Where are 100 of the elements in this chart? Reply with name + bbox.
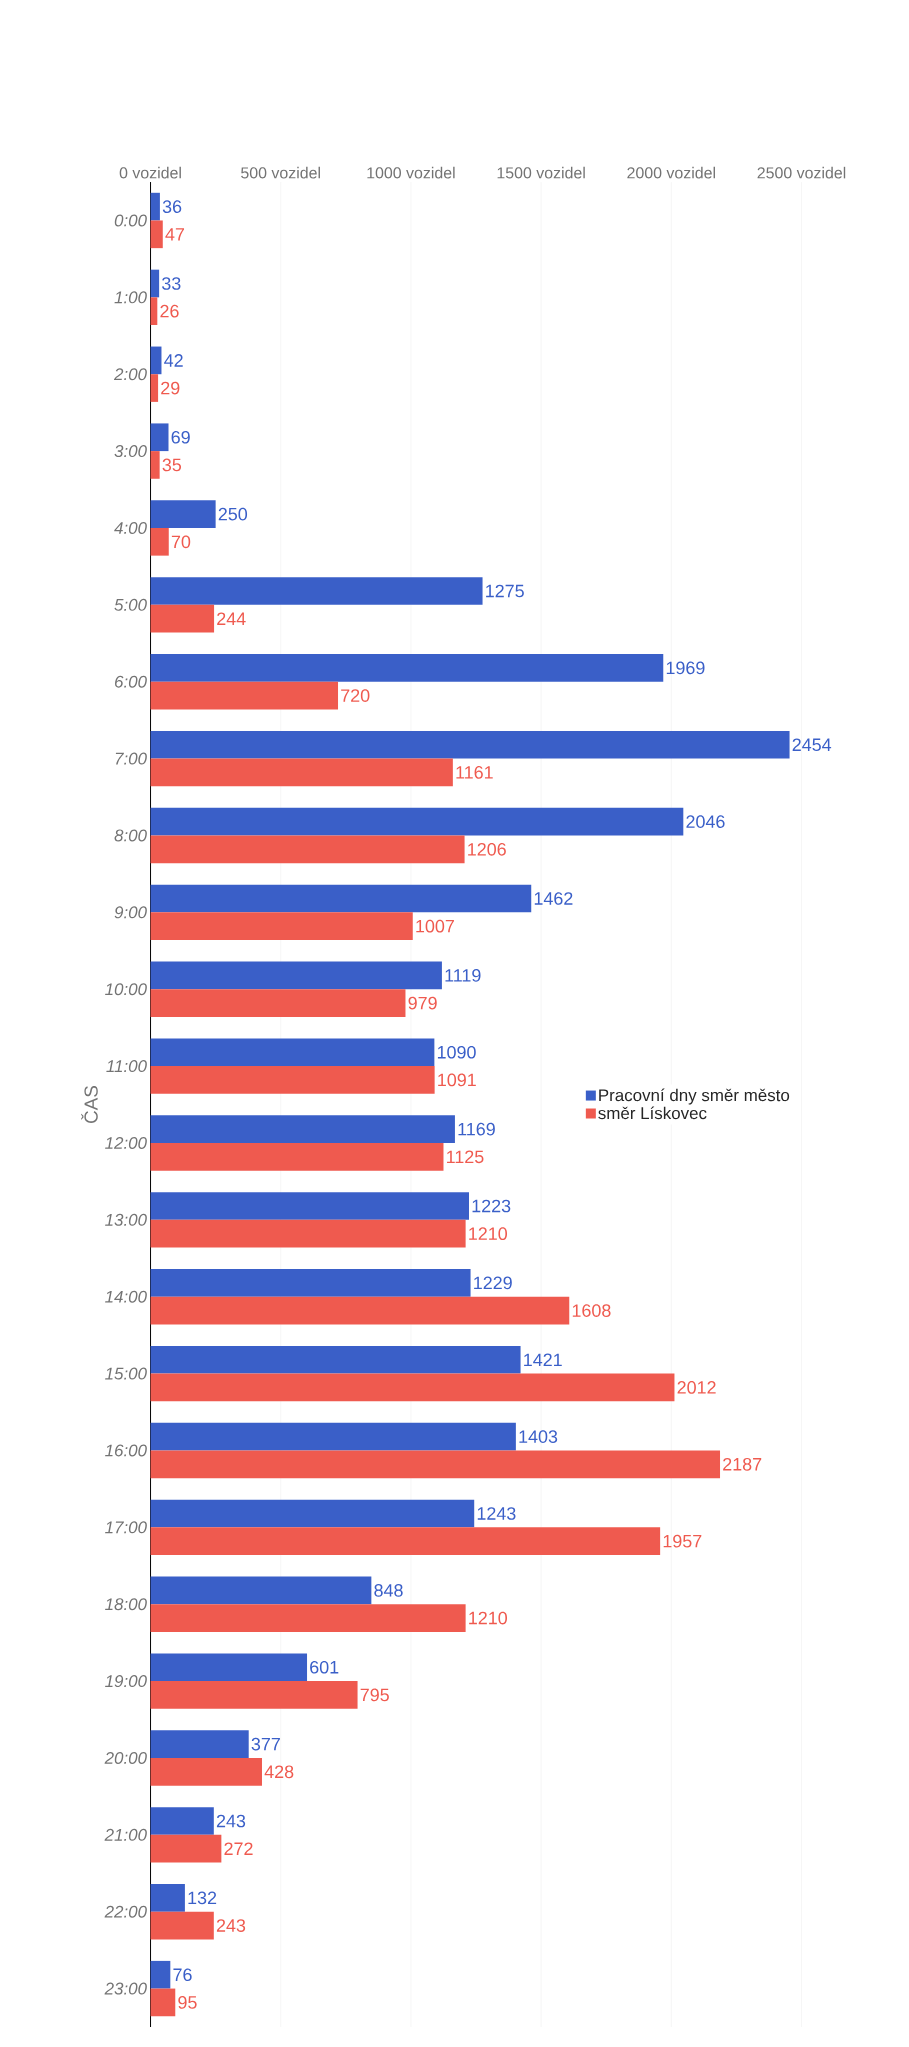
data-label: 42 <box>164 354 183 367</box>
bar <box>150 1192 470 1220</box>
y-tick-label: 4:00 <box>114 521 148 534</box>
y-tick-label: 23:00 <box>104 1982 148 1995</box>
y-tick-label: 10:00 <box>105 983 148 996</box>
data-label: 1957 <box>663 1534 702 1548</box>
data-label: 244 <box>217 612 246 625</box>
bar <box>150 835 465 864</box>
data-label: 720 <box>341 689 370 702</box>
bar <box>150 1681 358 1709</box>
bar <box>150 884 532 913</box>
data-label: 33 <box>162 277 181 290</box>
data-label: 2187 <box>723 1457 762 1471</box>
bar <box>150 423 169 452</box>
y-tick-label: 13:00 <box>105 1213 148 1226</box>
data-label: 1125 <box>447 1150 484 1164</box>
data-label: 1119 <box>445 969 481 982</box>
bar <box>150 807 684 836</box>
y-tick-label: 5:00 <box>114 598 148 611</box>
y-tick-label: 18:00 <box>105 1598 148 1611</box>
data-label: 1403 <box>519 1430 558 1443</box>
legend-label: Pracovní dny směr město <box>599 1088 790 1105</box>
bar <box>150 604 215 633</box>
data-label: 2454 <box>792 738 832 752</box>
bar <box>150 730 790 759</box>
y-tick-label: 20:00 <box>104 1751 148 1764</box>
legend-label: směr Lískovec <box>598 1106 707 1120</box>
bar <box>150 1345 521 1374</box>
data-label: 1243 <box>478 1507 516 1520</box>
bar <box>150 527 169 556</box>
data-label: 428 <box>264 1765 294 1779</box>
data-label: 1007 <box>416 919 455 933</box>
data-label: 1206 <box>468 842 507 856</box>
x-tick-label: 0 vozidel <box>119 166 182 179</box>
bar <box>150 1038 435 1067</box>
bar <box>150 1988 176 2017</box>
data-label: 1169 <box>458 1122 496 1136</box>
bar <box>150 1422 517 1451</box>
data-label: 601 <box>310 1660 339 1674</box>
y-tick-label: 22:00 <box>104 1905 148 1918</box>
y-tick-label: 15:00 <box>105 1367 148 1380</box>
data-label: 848 <box>374 1584 403 1597</box>
data-label: 377 <box>251 1737 281 1751</box>
bar <box>150 1142 444 1171</box>
data-label: 70 <box>172 535 191 549</box>
bar <box>150 1653 308 1682</box>
data-label: 250 <box>218 507 248 521</box>
bar <box>150 1604 466 1632</box>
data-label: 979 <box>408 996 437 1010</box>
bar <box>150 374 159 402</box>
bar <box>150 1066 435 1094</box>
data-label: 36 <box>163 200 182 213</box>
bar <box>150 989 406 1017</box>
data-label: 1275 <box>486 584 525 598</box>
data-label: 2012 <box>677 1381 716 1394</box>
y-tick-label: 16:00 <box>105 1444 148 1457</box>
y-tick-label: 7:00 <box>116 752 148 765</box>
data-label: 243 <box>217 1814 246 1828</box>
bar <box>150 1884 186 1912</box>
bar <box>150 1834 222 1863</box>
y-tick-label: 0:00 <box>115 214 148 227</box>
data-label: 272 <box>224 1842 253 1855</box>
data-label: 1223 <box>472 1199 511 1213</box>
data-label: 1090 <box>438 1045 476 1059</box>
bar <box>150 912 413 941</box>
x-tick-label: 1000 vozidel <box>367 166 455 179</box>
bar <box>150 1730 249 1758</box>
bar <box>150 1296 570 1325</box>
y-tick-label: 3:00 <box>114 445 148 458</box>
y-tick-label: 21:00 <box>104 1828 148 1841</box>
bar <box>150 961 443 990</box>
y-tick-label: 8:00 <box>114 829 148 842</box>
data-label: 243 <box>217 1919 246 1932</box>
bar <box>150 220 164 249</box>
bar <box>150 1269 471 1297</box>
bar <box>150 297 158 326</box>
bar <box>150 1807 215 1835</box>
data-label: 35 <box>162 458 182 472</box>
bar <box>150 758 454 787</box>
y-axis-title: ČAS <box>81 1085 99 1124</box>
bar <box>150 1450 721 1479</box>
data-label: 1210 <box>469 1227 508 1241</box>
bar <box>150 1527 661 1556</box>
bar <box>150 192 161 221</box>
bar <box>150 500 216 528</box>
data-label: 1462 <box>535 892 573 905</box>
bar <box>150 1115 456 1143</box>
data-label: 1608 <box>573 1304 611 1317</box>
data-label: 1969 <box>667 661 705 675</box>
bar <box>150 1960 171 1989</box>
bar <box>150 1373 675 1402</box>
y-tick-label: 2:00 <box>114 368 148 381</box>
data-label: 795 <box>360 1688 390 1702</box>
y-tick-label: 6:00 <box>115 675 148 688</box>
data-label: 1421 <box>524 1353 562 1367</box>
data-label: 132 <box>188 1891 217 1905</box>
x-tick-label: 1500 vozidel <box>497 166 586 179</box>
y-tick-label: 19:00 <box>105 1675 148 1688</box>
data-label: 1210 <box>469 1611 508 1625</box>
x-tick-label: 2000 vozidel <box>627 166 716 179</box>
